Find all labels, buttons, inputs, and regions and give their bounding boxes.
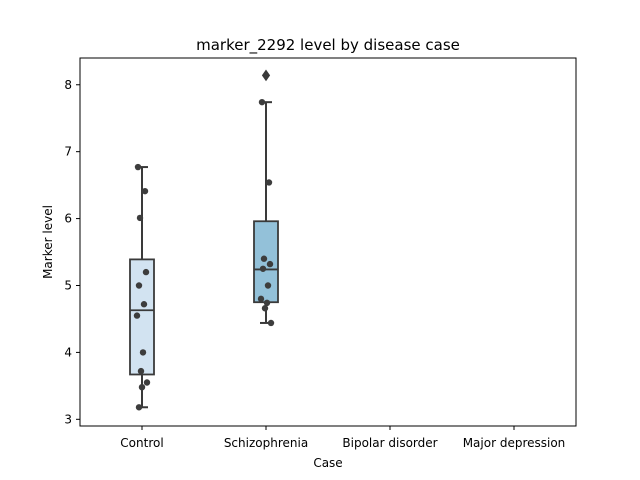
data-point xyxy=(138,383,146,391)
x-tick-label: Control xyxy=(120,436,163,450)
data-point xyxy=(137,367,145,375)
data-point xyxy=(140,301,148,308)
data-point xyxy=(143,379,151,386)
data-point xyxy=(134,163,142,171)
outlier-point xyxy=(261,69,271,82)
data-point xyxy=(266,260,274,268)
y-tick-label: 4 xyxy=(64,345,72,359)
data-point xyxy=(258,98,266,106)
data-point xyxy=(257,295,265,303)
data-point xyxy=(139,349,147,356)
x-tick-label: Major depression xyxy=(463,436,566,450)
data-point xyxy=(135,404,143,411)
data-point xyxy=(264,282,272,289)
data-point xyxy=(261,305,269,312)
y-tick-label: 6 xyxy=(64,212,72,226)
y-tick-label: 5 xyxy=(64,278,72,292)
x-tick-label: Bipolar disorder xyxy=(342,436,437,450)
y-tick-label: 3 xyxy=(64,412,72,426)
data-point xyxy=(260,255,268,262)
x-tick-label: Schizophrenia xyxy=(224,436,308,450)
box-iqr xyxy=(129,258,155,376)
y-tick-label: 7 xyxy=(64,145,72,159)
data-point xyxy=(133,312,141,319)
box-iqr xyxy=(253,220,279,304)
data-point xyxy=(265,179,273,186)
data-point xyxy=(267,319,275,327)
y-tick-label: 8 xyxy=(64,78,72,92)
data-point xyxy=(136,214,144,222)
data-point xyxy=(263,299,271,307)
data-point xyxy=(259,265,267,272)
chart-title: marker_2292 level by disease case xyxy=(196,36,460,55)
data-point xyxy=(142,268,150,276)
plot-frame xyxy=(79,57,577,427)
x-axis-label: Case xyxy=(313,456,342,470)
data-point xyxy=(135,282,143,289)
plot-area: 3 4 5 6 7 8 Control Schizophrenia Bipolar disord… xyxy=(64,57,577,450)
data-point xyxy=(141,187,149,195)
y-axis-label: Marker level xyxy=(41,205,55,279)
